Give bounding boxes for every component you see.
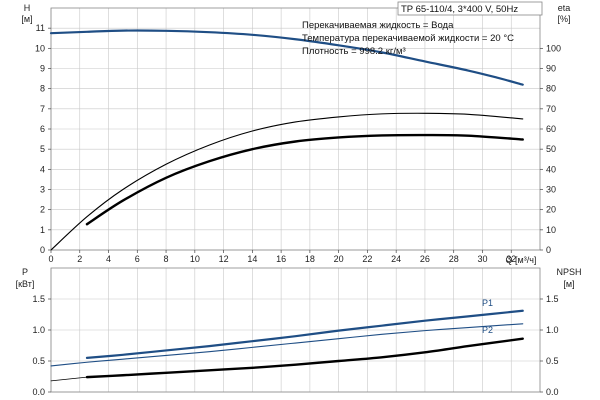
y-tick-label-right: 70 — [546, 104, 556, 114]
npsh-tick-label: 0.5 — [546, 356, 559, 366]
p-tick-label: 0.0 — [32, 387, 45, 397]
p-tick-label: 1.0 — [32, 325, 45, 335]
p-tick-label: 1.5 — [32, 294, 45, 304]
y-tick-label-left: 0 — [40, 245, 45, 255]
x-tick-label: 2 — [77, 254, 82, 264]
y-tick-label-left: 2 — [40, 205, 45, 215]
y-tick-label-left: 8 — [40, 84, 45, 94]
top-left-axis-label-2: [м] — [21, 14, 32, 24]
x-axis-label: Q [м³/ч] — [506, 255, 537, 265]
x-tick-label: 18 — [305, 254, 315, 264]
y-tick-label-left: 11 — [36, 23, 45, 33]
bottom-curve-3 — [50, 376, 88, 382]
y-tick-label-right: 10 — [546, 225, 556, 235]
top-right-axis-label-1: eta — [558, 3, 571, 13]
series-label-p2: P2 — [482, 325, 493, 335]
y-tick-label-left: 7 — [40, 104, 45, 114]
bottom-left-axis-label-1: P — [22, 267, 28, 277]
y-tick-label-left: 5 — [40, 144, 45, 154]
top-right-axis-label-2: [%] — [557, 14, 570, 24]
y-tick-label-right: 80 — [546, 84, 556, 94]
y-tick-label-right: 60 — [546, 124, 556, 134]
p-tick-label: 0.5 — [32, 356, 45, 366]
info-temperature: Температура перекачиваемой жидкости = 20… — [302, 33, 514, 44]
x-tick-label: 12 — [219, 254, 229, 264]
info-density: Плотность = 998.2 кг/м³ — [302, 46, 406, 57]
y-tick-label-left: 9 — [40, 64, 45, 74]
npsh-tick-label: 0.0 — [546, 387, 559, 397]
info-liquid: Перекачиваемая жидкость = Вода — [302, 20, 454, 31]
x-tick-label: 22 — [362, 254, 372, 264]
top-curve-1 — [50, 112, 524, 251]
bottom-left-axis-label-2: [кВт] — [16, 279, 35, 289]
x-tick-label: 8 — [164, 254, 169, 264]
x-tick-label: 6 — [135, 254, 140, 264]
curves — [49, 29, 524, 382]
model-header-box — [397, 1, 543, 16]
y-tick-label-left: 6 — [40, 124, 45, 134]
y-tick-label-right: 90 — [546, 64, 556, 74]
top-curve-2 — [85, 133, 524, 226]
y-tick-label-right: 40 — [546, 164, 556, 174]
x-tick-label: 26 — [420, 254, 430, 264]
x-tick-label: 10 — [190, 254, 200, 264]
y-tick-label-right: 0 — [546, 245, 551, 255]
y-tick-label-right: 50 — [546, 144, 556, 154]
series-label-p1: P1 — [482, 298, 493, 308]
x-tick-label: 24 — [391, 254, 401, 264]
top-curve-0 — [49, 29, 524, 86]
top-left-axis-label-1: H — [24, 3, 31, 13]
y-tick-label-right: 100 — [546, 43, 561, 53]
y-tick-label-left: 4 — [40, 164, 45, 174]
x-tick-label: 4 — [106, 254, 111, 264]
x-tick-label: 16 — [276, 254, 286, 264]
bottom-curve-1 — [50, 323, 524, 367]
x-tick-label: 14 — [247, 254, 257, 264]
y-tick-label-right: 20 — [546, 205, 556, 215]
y-tick-label-left: 3 — [40, 185, 45, 195]
y-tick-label-left: 1 — [40, 225, 45, 235]
x-tick-label: 32 — [506, 254, 516, 264]
y-tick-label-left: 10 — [35, 43, 45, 53]
x-tick-label: 28 — [449, 254, 459, 264]
bottom-right-axis-label-1: NPSH — [556, 267, 581, 277]
bottom-curve-0 — [85, 309, 524, 359]
npsh-tick-label: 1.5 — [546, 294, 559, 304]
y-tick-label-right: 30 — [546, 185, 556, 195]
x-tick-label: 0 — [48, 254, 53, 264]
x-tick-label: 20 — [334, 254, 344, 264]
model-header: TP 65-110/4, 3*400 V, 50Hz — [401, 4, 518, 15]
x-tick-label: 30 — [477, 254, 487, 264]
bottom-curve-2 — [85, 337, 524, 379]
tick-labels: 0 2 4 6 8 10 12 14 16 18 20 22 24 26 28 30 3201234567891… — [32, 23, 561, 397]
bottom-right-axis-label-2: [м] — [563, 279, 574, 289]
npsh-tick-label: 1.0 — [546, 325, 559, 335]
